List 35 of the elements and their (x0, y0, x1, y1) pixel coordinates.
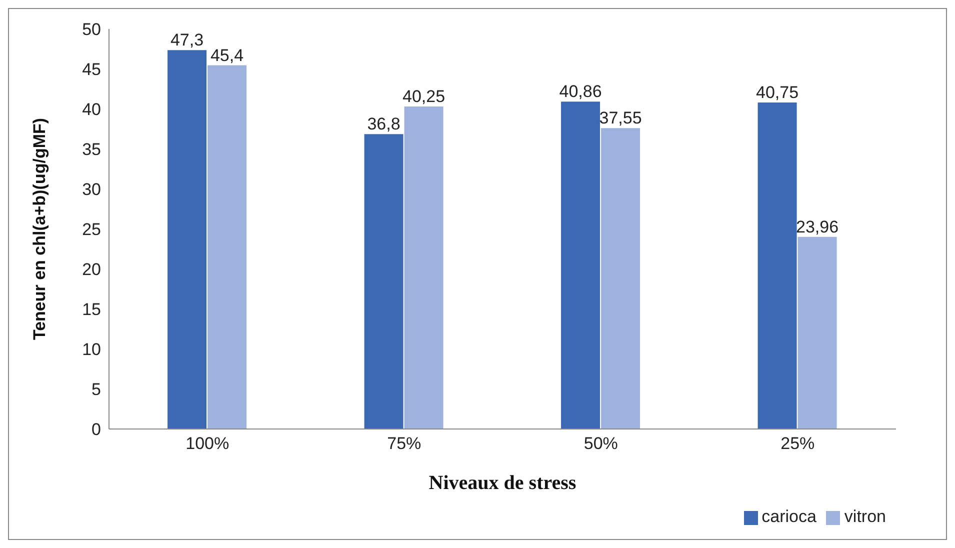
y-tick-label: 10 (82, 340, 101, 360)
data-label: 36,8 (367, 114, 400, 134)
bar (168, 50, 207, 429)
y-tick-label: 15 (82, 300, 101, 320)
x-tick-label: 25% (780, 434, 815, 454)
legend-label: vitron (844, 507, 886, 526)
y-tick-label: 30 (82, 180, 101, 200)
x-axis-title: Niveaux de stress (428, 472, 576, 494)
data-label: 23,96 (796, 217, 839, 236)
y-tick-label: 50 (82, 20, 101, 40)
y-tick-label: 25 (82, 220, 101, 240)
y-tick-label: 45 (82, 60, 101, 80)
data-label: 45,4 (210, 46, 244, 65)
y-axis-title: Teneur en chl(a+b)(ug/gMF) (30, 118, 50, 340)
bar (208, 65, 247, 429)
bar (404, 106, 444, 429)
bar (601, 128, 640, 429)
x-tick-label: 100% (186, 434, 230, 454)
data-label: 40,75 (756, 83, 799, 102)
bar (561, 102, 600, 429)
x-tick-label: 50% (584, 434, 618, 454)
data-label: 40,25 (402, 87, 446, 106)
data-label: 47,3 (170, 30, 204, 50)
x-tick-label: 75% (387, 434, 422, 454)
y-tick-label: 35 (82, 140, 101, 160)
bar (364, 134, 404, 429)
data-label: 37,55 (599, 108, 642, 128)
y-tick-label: 20 (82, 260, 101, 280)
legend-label: carioca (762, 507, 816, 526)
bar (758, 102, 797, 429)
data-label: 40,86 (559, 82, 602, 102)
y-tick-label: 40 (82, 100, 101, 120)
y-tick-label: 0 (92, 420, 101, 440)
y-tick-label: 5 (92, 380, 101, 400)
bar (798, 236, 837, 429)
